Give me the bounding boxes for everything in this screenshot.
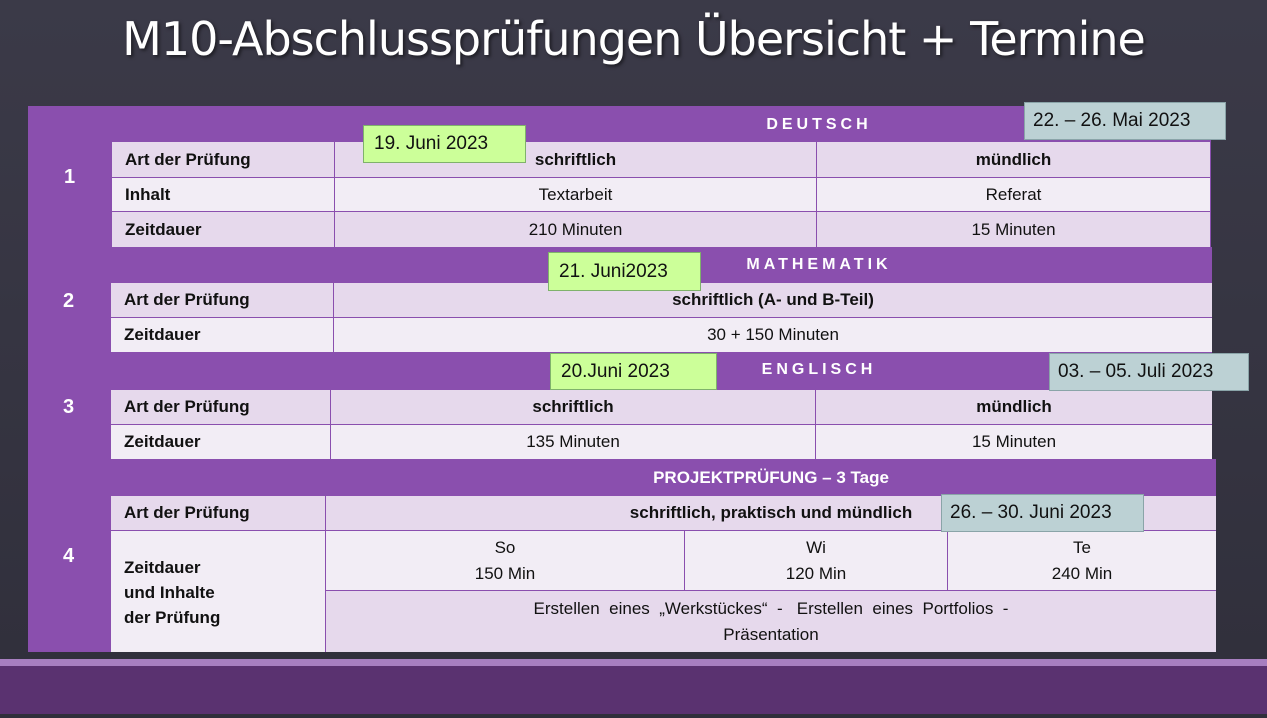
- deutsch-cell: Referat: [817, 178, 1210, 211]
- mathematik-row-label: Art der Prüfung: [111, 283, 333, 317]
- projekt-zeit-label-line: Zeitdauer: [124, 558, 201, 577]
- deutsch-cell: Textarbeit: [335, 178, 816, 211]
- englisch-heading: ENGLISCH: [761, 361, 877, 378]
- mathematik-number: 2: [63, 290, 75, 312]
- footer-bar: [0, 666, 1267, 714]
- projekt-subject-so: So 150 Min: [326, 531, 684, 590]
- englisch-cell: 135 Minuten: [331, 425, 815, 459]
- subject-name: So: [494, 537, 516, 557]
- mathematik-cell: 30 + 150 Minuten: [334, 318, 1212, 352]
- deutsch-written-date: 19. Juni 2023: [363, 125, 526, 163]
- englisch-number: 3: [63, 396, 75, 418]
- projekt-zeit-label-line: der Prüfung: [124, 608, 221, 627]
- projekt-content: Erstellen eines „Werkstückes“ - Erstelle…: [326, 591, 1216, 652]
- projekt-number: 4: [63, 545, 75, 567]
- projekt-subject-te: Te 240 Min: [948, 531, 1216, 590]
- subject-duration: 120 Min: [785, 563, 847, 583]
- deutsch-cell: 15 Minuten: [817, 212, 1210, 247]
- projekt-content-line: Präsentation: [723, 624, 819, 644]
- projekt-subject-wi: Wi 120 Min: [685, 531, 947, 590]
- subject-name: Wi: [806, 537, 826, 557]
- deutsch-heading: DEUTSCH: [766, 116, 872, 133]
- englisch-cell: 15 Minuten: [816, 425, 1212, 459]
- mathematik-row-label: Zeitdauer: [111, 318, 333, 352]
- deutsch-row-label: Zeitdauer: [112, 212, 334, 247]
- projekt-art-label: Art der Prüfung: [111, 496, 325, 530]
- subject-name: Te: [1073, 537, 1091, 557]
- projekt-zeit-label-line: und Inhalte: [124, 583, 215, 602]
- deutsch-cell: mündlich: [817, 142, 1210, 177]
- deutsch-cell: 210 Minuten: [335, 212, 816, 247]
- deutsch-row-label: Inhalt: [112, 178, 334, 211]
- page-title: M10-Abschlussprüfungen Übersicht + Termi…: [122, 12, 1146, 66]
- footer-stripe: [0, 659, 1267, 666]
- projekt-content-line: Erstellen eines „Werkstückes“ - Erstelle…: [533, 598, 1009, 618]
- deutsch-oral-date: 22. – 26. Mai 2023: [1024, 102, 1226, 140]
- projekt-heading: PROJEKTPRÜFUNG – 3 Tage: [653, 468, 889, 487]
- englisch-row-label: Art der Prüfung: [111, 390, 330, 424]
- englisch-cell: mündlich: [816, 390, 1212, 424]
- deutsch-number: 1: [64, 166, 76, 188]
- englisch-row-label: Zeitdauer: [111, 425, 330, 459]
- englisch-oral-date: 03. – 05. Juli 2023: [1049, 353, 1249, 391]
- mathematik-date: 21. Juni2023: [548, 252, 701, 291]
- englisch-cell: schriftlich: [331, 390, 815, 424]
- subject-duration: 240 Min: [1051, 563, 1113, 583]
- subject-duration: 150 Min: [474, 563, 536, 583]
- englisch-written-date: 20.Juni 2023: [550, 353, 717, 390]
- projekt-zeit-label: Zeitdauer und Inhalte der Prüfung: [111, 531, 325, 652]
- projekt-date: 26. – 30. Juni 2023: [941, 494, 1144, 532]
- mathematik-cell: schriftlich (A- und B-Teil): [334, 283, 1212, 317]
- deutsch-row-label: Art der Prüfung: [112, 142, 334, 177]
- mathematik-heading: MATHEMATIK: [746, 256, 892, 273]
